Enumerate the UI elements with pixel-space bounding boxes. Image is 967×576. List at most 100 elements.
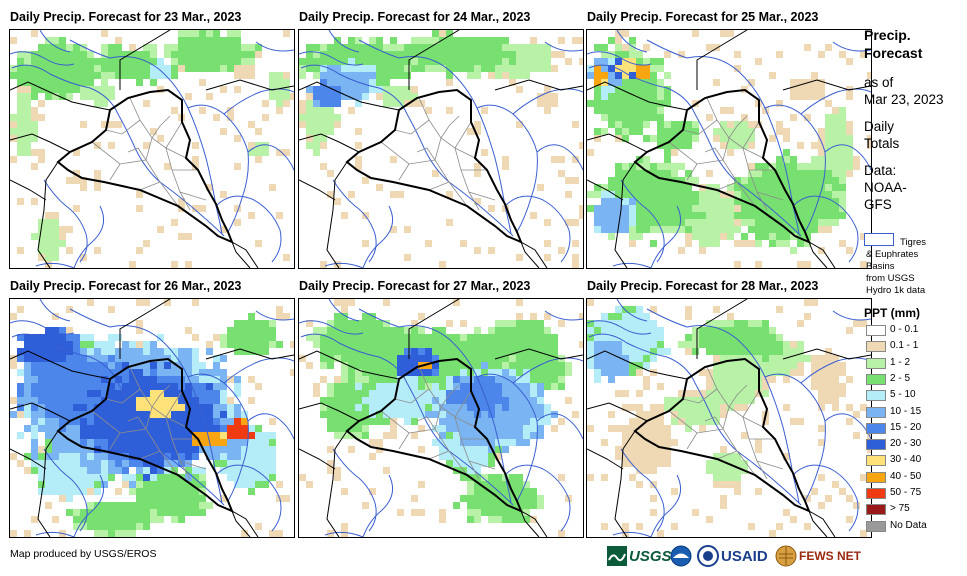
- precip-cell: [720, 383, 727, 390]
- precip-cell: [10, 37, 17, 44]
- precip-cell: [474, 397, 481, 404]
- river-basin-line: [620, 179, 665, 263]
- precip-cell: [453, 383, 460, 390]
- precip-cell: [825, 135, 832, 142]
- precip-cell: [108, 306, 115, 313]
- precip-cell: [269, 530, 276, 537]
- precip-cell: [108, 502, 115, 509]
- precip-cell: [411, 320, 418, 327]
- precip-cell: [164, 460, 171, 467]
- precip-cell: [206, 65, 213, 72]
- legend-swatch: [866, 455, 886, 467]
- precip-cell: [59, 355, 66, 362]
- precip-cell: [143, 509, 150, 516]
- precip-cell: [692, 509, 699, 516]
- precip-cell: [192, 404, 199, 411]
- precip-cell: [713, 135, 720, 142]
- precip-cell: [376, 418, 383, 425]
- precip-cell: [327, 467, 334, 474]
- precip-cell: [516, 509, 523, 516]
- precip-cell: [587, 72, 594, 79]
- precip-cell: [832, 362, 839, 369]
- precip-cell: [446, 44, 453, 51]
- precip-cell: [227, 334, 234, 341]
- precip-cell: [488, 334, 495, 341]
- precip-cell: [348, 369, 355, 376]
- precip-cell: [537, 495, 544, 502]
- precip-cell: [31, 355, 38, 362]
- precip-cell: [741, 233, 748, 240]
- map-panel-2: [298, 29, 584, 269]
- precip-cell: [551, 65, 558, 72]
- precip-cell: [608, 411, 615, 418]
- precip-cell: [832, 121, 839, 128]
- precip-cell: [783, 205, 790, 212]
- precip-cell: [474, 390, 481, 397]
- precip-cell: [213, 432, 220, 439]
- precip-cell: [383, 369, 390, 376]
- precip-cell: [636, 306, 643, 313]
- precip-cell: [185, 376, 192, 383]
- precip-cell: [255, 44, 262, 51]
- precip-cell: [664, 86, 671, 93]
- precip-cell: [558, 418, 565, 425]
- precip-cell: [348, 299, 355, 306]
- precip-cell: [341, 51, 348, 58]
- precip-cell: [320, 100, 327, 107]
- precip-cell: [227, 30, 234, 37]
- precip-cell: [727, 474, 734, 481]
- precip-cell: [769, 240, 776, 247]
- precip-cell: [87, 348, 94, 355]
- precip-cell: [615, 362, 622, 369]
- precip-cell: [369, 404, 376, 411]
- precip-cell: [38, 355, 45, 362]
- precip-cell: [558, 320, 565, 327]
- precip-cell: [629, 65, 636, 72]
- precip-cell: [537, 432, 544, 439]
- precip-cell: [94, 488, 101, 495]
- precip-cell: [748, 369, 755, 376]
- precip-cell: [38, 481, 45, 488]
- precip-cell: [87, 334, 94, 341]
- precip-cell: [341, 390, 348, 397]
- precip-cell: [544, 44, 551, 51]
- precip-cell: [432, 383, 439, 390]
- precip-cell: [66, 93, 73, 100]
- precip-cell: [551, 100, 558, 107]
- precip-cell: [383, 348, 390, 355]
- precip-cell: [692, 30, 699, 37]
- precip-cell: [671, 198, 678, 205]
- precip-cell: [87, 523, 94, 530]
- precip-cell: [657, 341, 664, 348]
- precip-cell: [199, 37, 206, 44]
- precip-cell: [59, 383, 66, 390]
- precip-cell: [38, 446, 45, 453]
- precip-cell: [734, 376, 741, 383]
- precip-cell: [502, 362, 509, 369]
- precip-cell: [178, 58, 185, 65]
- precip-cell: [38, 44, 45, 51]
- precip-cell: [136, 65, 143, 72]
- precip-cell: [523, 397, 530, 404]
- precip-cell: [94, 65, 101, 72]
- precip-cell: [24, 390, 31, 397]
- precip-cell: [629, 425, 636, 432]
- precip-cell: [446, 355, 453, 362]
- precip-cell: [453, 397, 460, 404]
- precip-cell: [657, 163, 664, 170]
- legend-swatch: [866, 390, 886, 402]
- precip-cell: [397, 44, 404, 51]
- precip-cell: [818, 474, 825, 481]
- precip-cell: [136, 411, 143, 418]
- precip-cell: [664, 142, 671, 149]
- precip-cell: [320, 334, 327, 341]
- precip-cell: [143, 362, 150, 369]
- river-basin-line: [300, 64, 514, 237]
- precip-cell: [355, 128, 362, 135]
- precip-cell: [481, 488, 488, 495]
- precip-cell: [185, 369, 192, 376]
- precip-cell: [24, 383, 31, 390]
- precip-cell: [220, 334, 227, 341]
- precip-cell: [643, 313, 650, 320]
- precip-cell: [59, 390, 66, 397]
